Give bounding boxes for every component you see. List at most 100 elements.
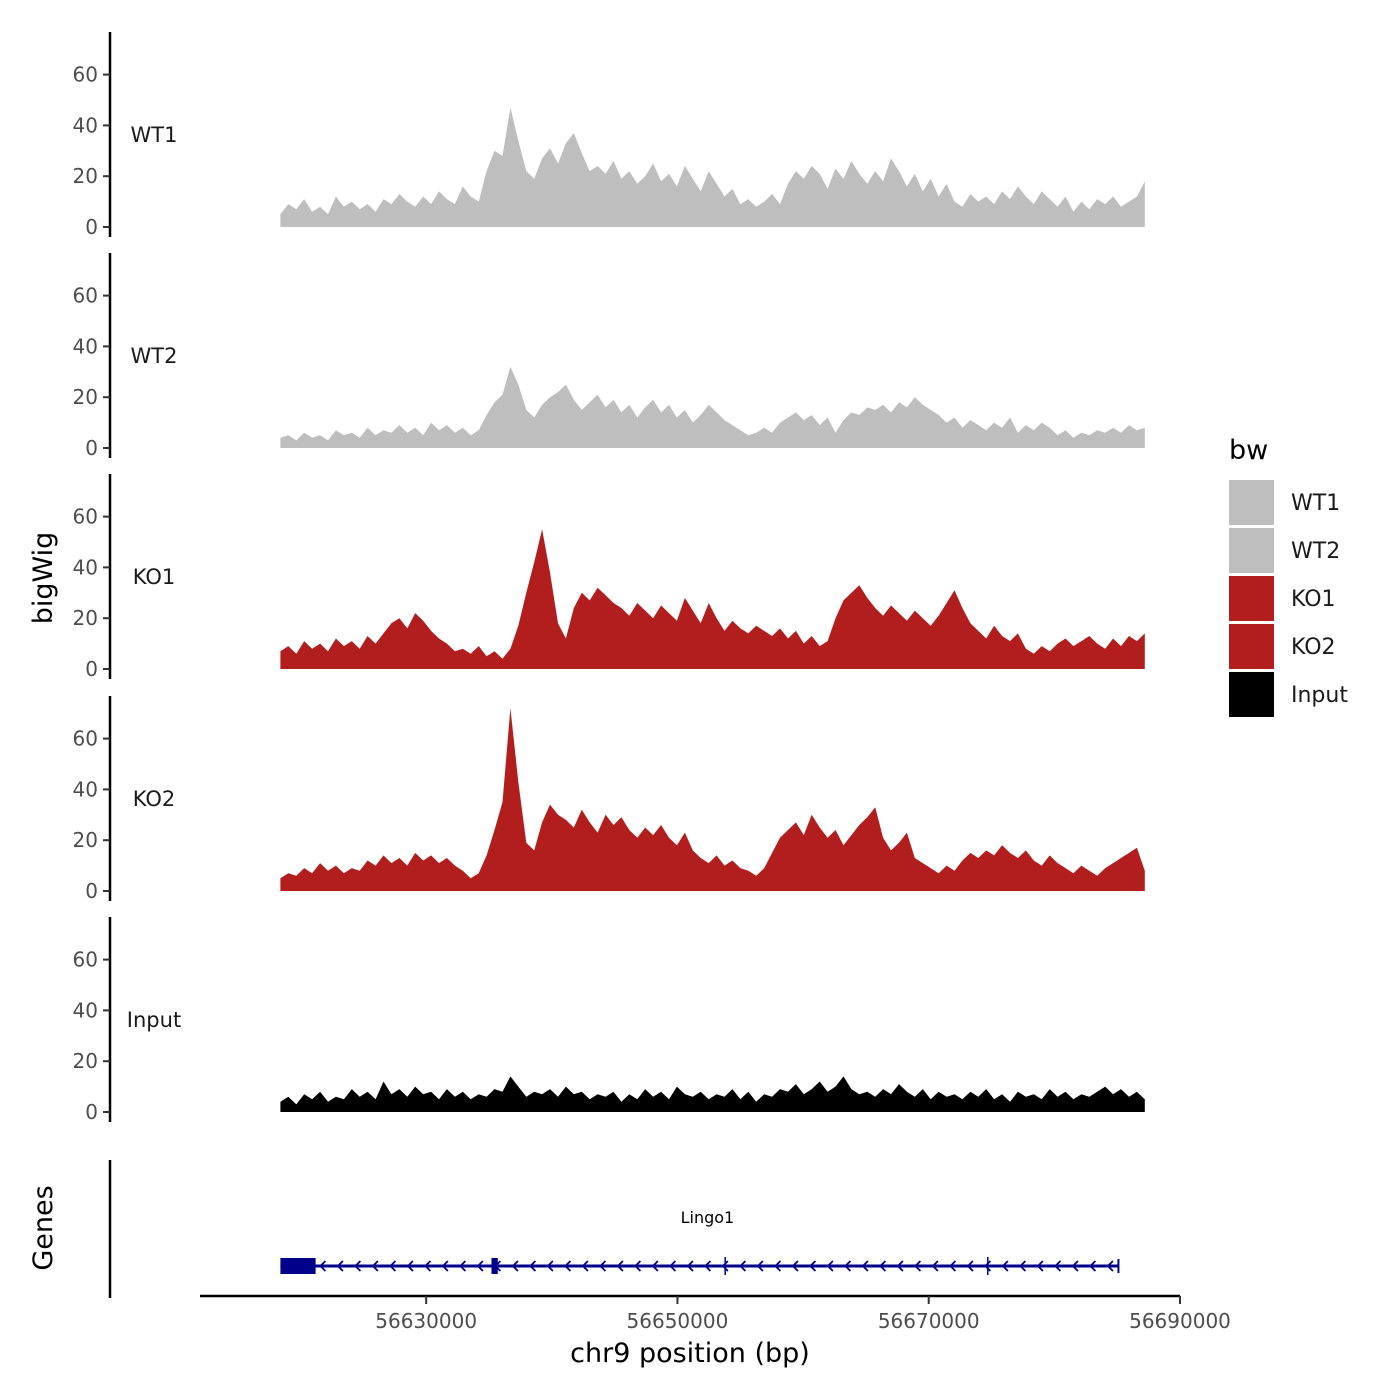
strand-arrow xyxy=(511,1260,519,1272)
legend-item-input: Input xyxy=(1229,672,1348,717)
legend-label: KO1 xyxy=(1291,587,1336,612)
y-tick-label: 20 xyxy=(73,385,98,409)
strand-arrow xyxy=(1071,1260,1079,1272)
track-area-ko2 xyxy=(280,708,1145,891)
y-axis-title: bigWig xyxy=(28,532,59,625)
y-tick-label: 0 xyxy=(85,657,98,681)
strand-arrow xyxy=(319,1260,327,1272)
track-wt1: 0 20 40 60 WT1 xyxy=(73,32,1145,239)
y-tick-label: 40 xyxy=(73,113,98,137)
strand-arrow xyxy=(704,1260,712,1272)
track-label: WT2 xyxy=(131,344,178,368)
gene-lingo1: Lingo1 xyxy=(280,1208,1120,1275)
genes-panel: Lingo1 xyxy=(108,1160,1120,1298)
strand-arrow xyxy=(686,1260,694,1272)
track-area-ko1 xyxy=(280,529,1145,669)
gene-exon xyxy=(491,1258,498,1274)
strand-arrow xyxy=(529,1260,537,1272)
track-label: Input xyxy=(127,1008,181,1032)
strand-arrow xyxy=(441,1260,449,1272)
y-tick-label: 0 xyxy=(85,879,98,903)
legend-label: Input xyxy=(1291,683,1348,708)
strand-arrow xyxy=(914,1260,922,1272)
track-label: KO2 xyxy=(133,787,176,811)
y-tick-label: 20 xyxy=(73,164,98,188)
y-tick-label: 20 xyxy=(73,606,98,630)
track-area-wt2 xyxy=(280,366,1145,448)
strand-arrow xyxy=(1001,1260,1009,1272)
track-area-input xyxy=(280,1076,1145,1112)
legend-label: KO2 xyxy=(1291,635,1336,660)
y-tick-label: 0 xyxy=(85,1100,98,1124)
strand-arrow xyxy=(336,1260,344,1272)
track-wt2: 0 20 40 60 WT2 xyxy=(73,253,1145,460)
y-tick-label: 20 xyxy=(73,828,98,852)
track-input: 0 20 40 60 Input xyxy=(73,917,1145,1124)
strand-arrow xyxy=(1106,1260,1114,1272)
strand-arrow xyxy=(354,1260,362,1272)
strand-arrow xyxy=(756,1260,764,1272)
y-tick-label: 40 xyxy=(73,998,98,1022)
y-tick-label: 60 xyxy=(73,284,98,308)
legend-item-wt2: WT2 xyxy=(1229,528,1340,573)
legend: bw WT1 WT2 KO1 KO2 Input xyxy=(1229,435,1348,717)
x-tick-label: 56670000 xyxy=(878,1309,980,1333)
strand-arrow xyxy=(459,1260,467,1272)
strand-arrow xyxy=(966,1260,974,1272)
legend-key xyxy=(1229,480,1274,525)
strand-arrow xyxy=(931,1260,939,1272)
x-tick-label: 56630000 xyxy=(375,1309,477,1333)
strand-arrow xyxy=(774,1260,782,1272)
tracks-group: 0 20 40 60 WT1 0 20 40 60 WT2 0 20 40 60 KO1 0 20 40 60 KO2… xyxy=(73,32,1145,1124)
x-axis: 56630000 56650000 56670000 56690000 xyxy=(200,1294,1231,1333)
strand-arrow xyxy=(476,1260,484,1272)
strand-arrow xyxy=(424,1260,432,1272)
strand-arrow xyxy=(809,1260,817,1272)
legend-key xyxy=(1229,672,1274,717)
y-tick-label: 0 xyxy=(85,215,98,239)
strand-arrow xyxy=(896,1260,904,1272)
strand-arrow xyxy=(739,1260,747,1272)
legend-label: WT1 xyxy=(1291,491,1340,516)
strand-arrow xyxy=(949,1260,957,1272)
y-tick-label: 20 xyxy=(73,1049,98,1073)
strand-arrow xyxy=(826,1260,834,1272)
legend-item-ko2: KO2 xyxy=(1229,624,1336,669)
strand-arrow xyxy=(616,1260,624,1272)
x-tick-label: 56690000 xyxy=(1129,1309,1231,1333)
track-label: KO1 xyxy=(133,565,176,589)
strand-arrow xyxy=(791,1260,799,1272)
strand-arrow xyxy=(406,1260,414,1272)
strand-arrow xyxy=(371,1260,379,1272)
track-area-wt1 xyxy=(280,107,1145,227)
legend-item-ko1: KO1 xyxy=(1229,576,1336,621)
strand-arrow xyxy=(669,1260,677,1272)
strand-arrow xyxy=(984,1260,992,1272)
strand-arrow xyxy=(546,1260,554,1272)
x-axis-title: chr9 position (bp) xyxy=(570,1338,810,1369)
y-tick-label: 40 xyxy=(73,777,98,801)
strand-arrow xyxy=(581,1260,589,1272)
legend-label: WT2 xyxy=(1291,539,1340,564)
strand-arrow xyxy=(389,1260,397,1272)
y-tick-label: 40 xyxy=(73,555,98,579)
strand-arrow xyxy=(879,1260,887,1272)
strand-arrow xyxy=(844,1260,852,1272)
strand-arrow xyxy=(599,1260,607,1272)
legend-item-wt1: WT1 xyxy=(1229,480,1340,525)
track-ko1: 0 20 40 60 KO1 xyxy=(73,474,1145,681)
x-tick-label: 56650000 xyxy=(627,1309,729,1333)
track-ko2: 0 20 40 60 KO2 xyxy=(73,696,1145,903)
y-tick-label: 60 xyxy=(73,505,98,529)
genes-axis-title: Genes xyxy=(28,1185,59,1270)
legend-key xyxy=(1229,528,1274,573)
legend-key xyxy=(1229,576,1274,621)
gene-exon xyxy=(280,1258,316,1274)
y-tick-label: 60 xyxy=(73,63,98,87)
strand-arrow xyxy=(634,1260,642,1272)
y-tick-label: 60 xyxy=(73,727,98,751)
strand-arrow xyxy=(1036,1260,1044,1272)
strand-arrow xyxy=(1019,1260,1027,1272)
gene-label: Lingo1 xyxy=(681,1208,735,1227)
